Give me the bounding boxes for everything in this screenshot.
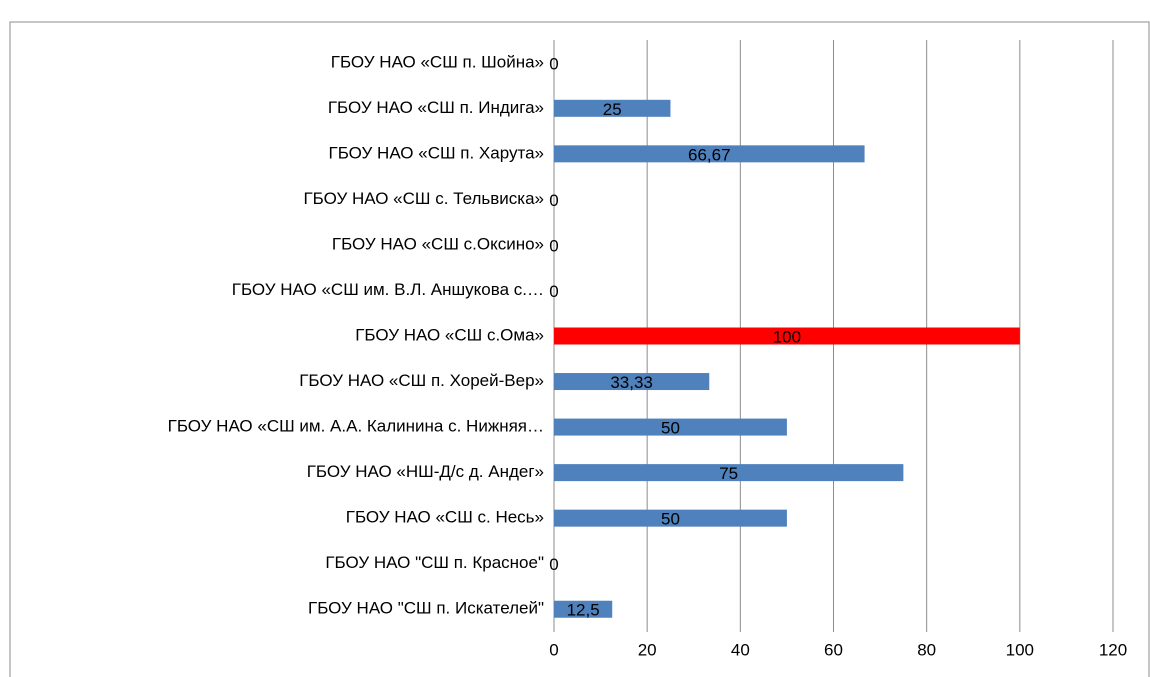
data-label: 0 [549, 191, 558, 210]
y-tick-label: ГБОУ НАО «СШ п. Харута» [329, 143, 544, 162]
bar [554, 600, 613, 618]
y-tick-label: ГБОУ НАО «СШ п. Индига» [328, 98, 544, 117]
y-tick-label: ГБОУ НАО «СШ с. Несь» [346, 508, 544, 527]
bar [554, 373, 710, 391]
bar [554, 509, 787, 527]
data-label: 50 [661, 419, 680, 438]
y-tick-label: ГБОУ НАО «СШ им. В.Л. Аншукова с.… [232, 280, 544, 299]
chart-frame [9, 21, 1150, 677]
data-label: 0 [549, 282, 558, 301]
y-tick-label: ГБОУ НАО "СШ п. Искателей" [308, 599, 544, 618]
bar [554, 464, 904, 482]
x-tick-label: 60 [824, 640, 843, 659]
data-label: 75 [719, 464, 738, 483]
y-tick-label: ГБОУ НАО «СШ п. Хорей-Вер» [299, 371, 544, 390]
x-tick-label: 80 [917, 640, 936, 659]
x-tick-label: 40 [731, 640, 750, 659]
data-label: 33,33 [610, 373, 653, 392]
bar [554, 418, 787, 436]
bar [554, 99, 671, 117]
data-label: 0 [549, 555, 558, 574]
data-label: 0 [549, 236, 558, 255]
data-label: 25 [603, 100, 622, 119]
y-tick-label: ГБОУ НАО «СШ с.Оксино» [332, 234, 544, 253]
y-tick-label: ГБОУ НАО «НШ-Д/с д. Андег» [307, 462, 544, 481]
y-tick-label: ГБОУ НАО "СШ п. Красное" [325, 553, 544, 572]
bar [554, 327, 1020, 345]
data-label: 0 [549, 54, 558, 73]
x-tick-label: 100 [1006, 640, 1034, 659]
y-tick-label: ГБОУ НАО «СШ с. Тельвиска» [303, 189, 544, 208]
x-tick-label: 20 [638, 640, 657, 659]
bar [554, 145, 865, 163]
y-tick-label: ГБОУ НАО «СШ им. А.А. Калинина с. Нижняя… [168, 417, 544, 436]
data-label: 50 [661, 510, 680, 529]
data-label: 12,5 [567, 601, 600, 620]
x-tick-label: 0 [549, 640, 558, 659]
data-label: 66,67 [688, 145, 731, 164]
y-tick-label: ГБОУ НАО «СШ с.Ома» [355, 325, 544, 344]
x-tick-label: 120 [1099, 640, 1127, 659]
y-tick-label: ГБОУ НАО «СШ п. Шойна» [331, 52, 544, 71]
data-label: 100 [773, 327, 801, 346]
